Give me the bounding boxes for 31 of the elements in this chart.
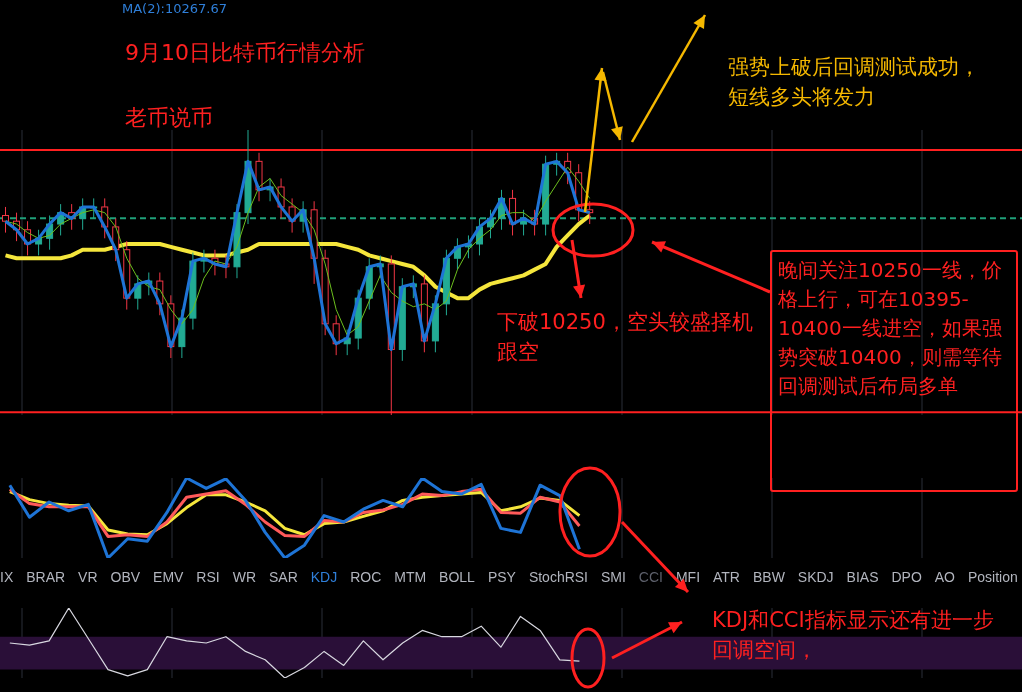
category-label: SAR	[268, 569, 298, 589]
category-label: BOLL	[439, 569, 475, 589]
text: 晚间关注10250一线，价格上行，可在10395-10400一线进空，如果强势突破10400，则需等待回调测试后布局多单	[778, 258, 1002, 398]
category-label: Position	[967, 569, 1018, 589]
category-label: CCI	[638, 569, 663, 589]
annotation: 下破10250，空头较盛择机跟空	[497, 310, 753, 365]
category-label: BBW	[752, 569, 785, 589]
category-label: SKDJ	[797, 569, 834, 589]
category-label: SMI	[600, 569, 626, 589]
text: 强势上破后回调测试成功，短线多头将发力	[728, 55, 980, 110]
chart-title: 9月10日比特币行情分析	[125, 40, 365, 65]
category-label: VR	[78, 569, 98, 589]
category-label: IX	[0, 569, 14, 589]
category-label: EMV	[153, 569, 184, 589]
category-label: ATR	[713, 569, 740, 589]
category-label: DPO	[891, 569, 922, 589]
chart-subtitle: 老币说币	[125, 105, 213, 130]
category-label: StochRSI	[528, 569, 589, 589]
category-label: OBV	[110, 569, 141, 589]
category-label: MFI	[675, 569, 701, 589]
category-label: PSY	[487, 569, 516, 589]
category-label: AO	[934, 569, 955, 589]
category-label: BIAS	[846, 569, 879, 589]
category-label: RSI	[196, 569, 220, 589]
text: MA(2):10267.67	[122, 1, 227, 16]
text: KDJ和CCI指标显示还有进一步回调空间，	[712, 608, 994, 663]
category-label: WR	[232, 569, 256, 589]
category-label: ROC	[350, 569, 382, 589]
category-label: MTM	[394, 569, 427, 589]
category-label: BRAR	[26, 569, 66, 589]
category-label: KDJ	[310, 569, 338, 589]
